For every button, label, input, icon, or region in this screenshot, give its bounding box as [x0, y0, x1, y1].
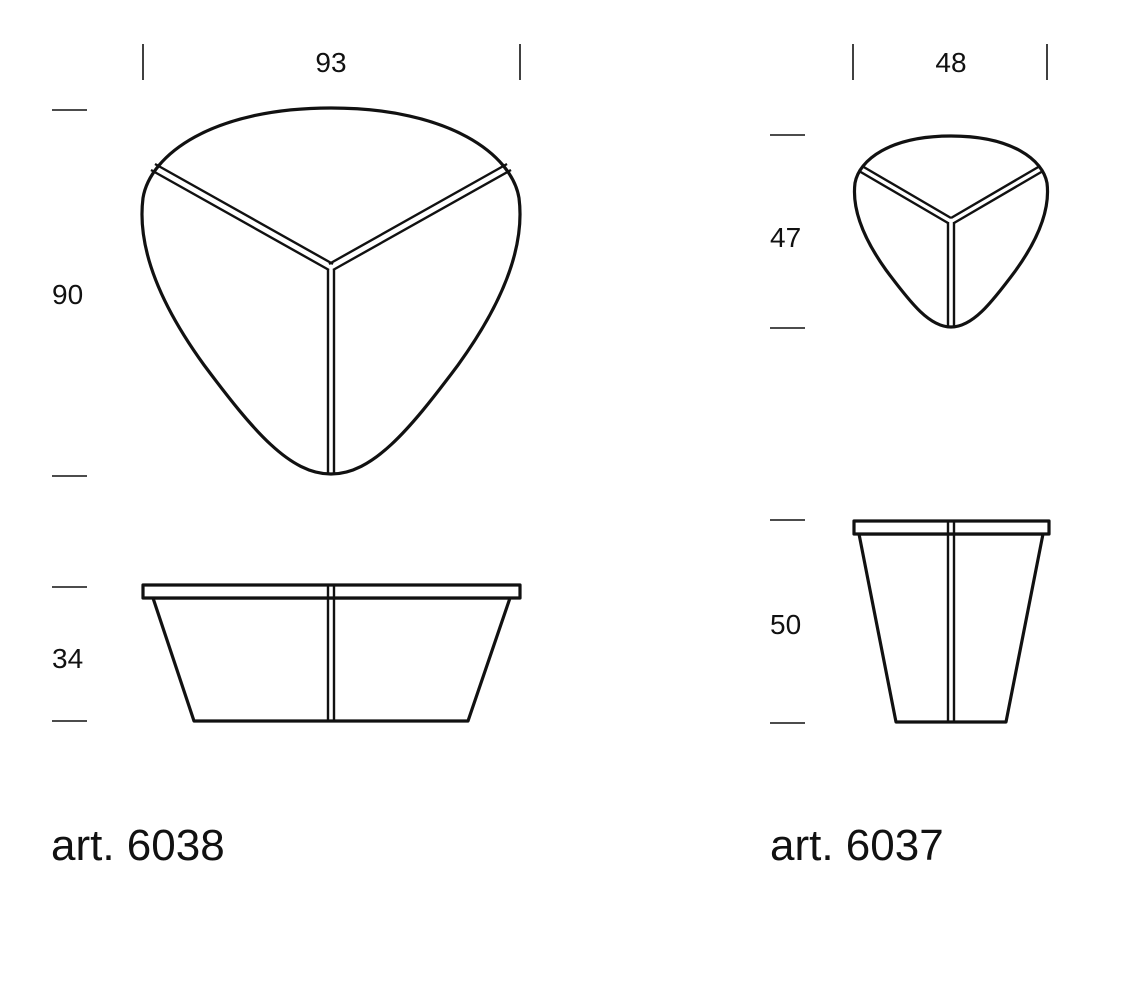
- product-6037: 48 47 50: [770, 44, 1051, 870]
- width-dimension-6037: 48: [852, 44, 1048, 80]
- width-dimension-6038: 93: [142, 44, 521, 80]
- seam-left-inner: [861, 164, 952, 220]
- height-dimension-6037: 50: [770, 519, 805, 724]
- height-value: 50: [770, 609, 801, 640]
- depth-value: 47: [770, 222, 801, 253]
- article-label-6037: art. 6037: [770, 821, 944, 870]
- seam-left: [150, 168, 330, 272]
- seam-right: [332, 168, 512, 272]
- width-value: 93: [315, 47, 346, 78]
- depth-dimension-6038: 90: [52, 109, 87, 477]
- side-tabletop: [852, 519, 1051, 536]
- depth-dimension-6037: 47: [770, 134, 805, 329]
- side-tabletop: [141, 583, 522, 600]
- top-view-6037: [852, 134, 1050, 329]
- tabletop-outline: [140, 106, 522, 476]
- side-view-6037: [852, 519, 1051, 724]
- seam-right-inner: [328, 162, 508, 266]
- side-view-6038: [141, 583, 522, 723]
- side-body: [857, 532, 1045, 724]
- side-body: [151, 596, 512, 723]
- seam-left-inner: [154, 162, 334, 266]
- tabletop-outline: [852, 134, 1050, 329]
- seam-right-inner: [950, 164, 1041, 220]
- product-6038: 93 90 34: [51, 44, 522, 870]
- top-view-6038: [140, 106, 522, 476]
- depth-value: 90: [52, 279, 83, 310]
- seam-left: [858, 169, 949, 225]
- seam-right: [953, 169, 1044, 225]
- height-dimension-6038: 34: [52, 586, 87, 722]
- article-label-6038: art. 6038: [51, 821, 225, 870]
- height-value: 34: [52, 643, 83, 674]
- width-value: 48: [935, 47, 966, 78]
